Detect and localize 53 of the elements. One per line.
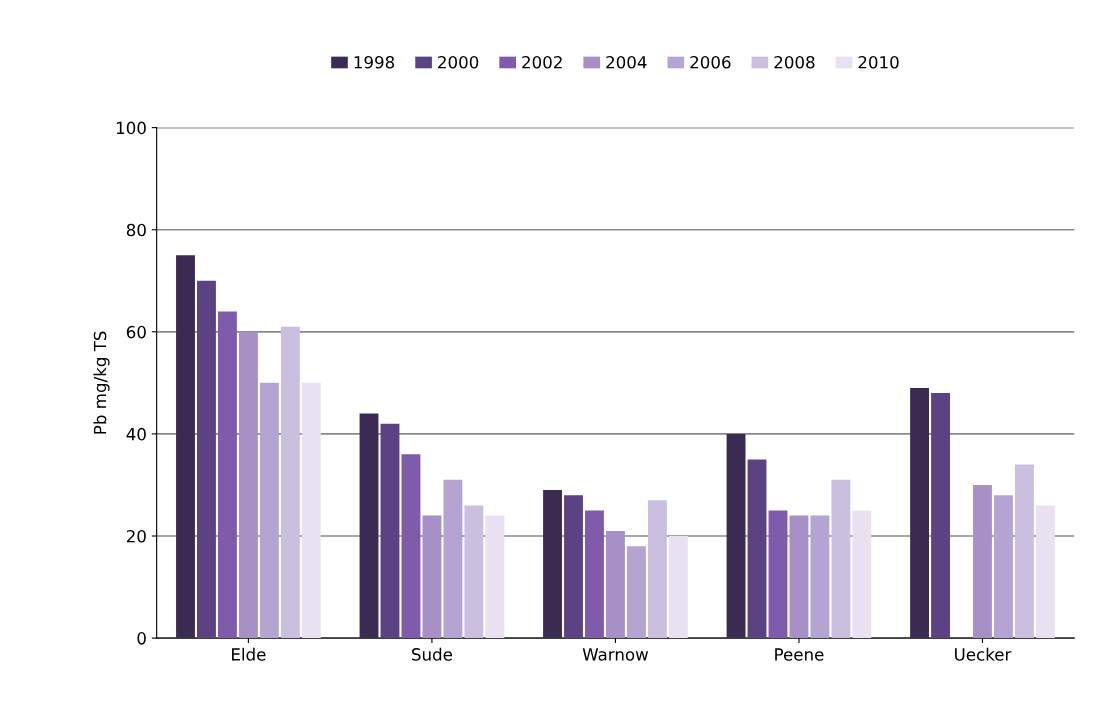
legend-label: 2004 <box>606 55 647 69</box>
bar <box>176 255 195 639</box>
x-tick-label: Uecker <box>955 647 1012 661</box>
bar <box>831 479 851 639</box>
bar <box>443 479 463 639</box>
y-tick-label: 0 <box>137 632 146 645</box>
x-tick-label: Peene <box>775 648 824 661</box>
legend-label: 2010 <box>858 55 899 69</box>
bar <box>768 510 788 639</box>
x-tick-label: Elde <box>232 647 266 661</box>
y-tick-label: 100 <box>116 121 146 135</box>
y-tick-label: 20 <box>126 529 146 543</box>
bar <box>564 495 583 639</box>
legend-label: 2000 <box>438 55 479 69</box>
legend-label: 2006 <box>690 55 731 69</box>
bar <box>585 510 604 639</box>
bar <box>852 510 872 639</box>
legend-label: 2008 <box>774 55 815 69</box>
bar <box>380 423 400 639</box>
bar <box>301 382 321 639</box>
bar <box>280 326 300 639</box>
y-tick-label: 40 <box>126 427 146 441</box>
bar <box>789 515 809 639</box>
bar <box>197 280 216 639</box>
bar <box>422 515 442 639</box>
bar <box>464 505 484 639</box>
bar <box>810 515 830 639</box>
bar <box>994 495 1013 639</box>
x-tick-label: Warnow <box>582 648 649 661</box>
y-tick-label: 80 <box>126 223 146 237</box>
bar <box>726 433 746 639</box>
legend-label: 1998 <box>354 55 395 69</box>
bar <box>668 536 688 639</box>
bar <box>606 530 625 639</box>
bar <box>747 459 767 639</box>
bar <box>931 393 950 639</box>
y-axis-title: Pb mg/kg TS <box>93 331 110 434</box>
bar <box>543 490 562 639</box>
bar <box>359 413 379 639</box>
legend-label: 2002 <box>522 55 562 69</box>
x-tick-label: Sude <box>412 647 453 661</box>
bar <box>910 387 929 639</box>
bar <box>973 484 992 639</box>
bar <box>1014 464 1034 639</box>
bar <box>401 454 421 639</box>
bar <box>485 515 505 639</box>
bar <box>259 382 279 639</box>
bar <box>647 500 667 639</box>
bar <box>218 311 237 639</box>
bar <box>626 546 646 639</box>
bar <box>238 331 258 639</box>
bar <box>1035 505 1055 639</box>
y-tick-label: 60 <box>126 325 146 339</box>
